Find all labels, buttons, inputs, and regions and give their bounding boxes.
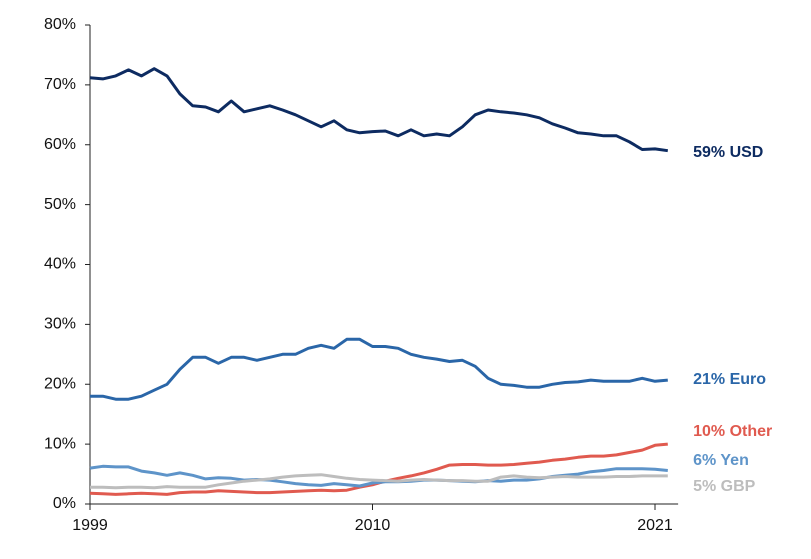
series-line	[90, 337, 668, 401]
y-tick-label: 40%	[44, 256, 76, 273]
y-tick-label: 10%	[44, 435, 76, 452]
series-label: 59% USD	[693, 144, 763, 161]
y-tick-label: 30%	[44, 316, 76, 333]
y-tick-label: 50%	[44, 196, 76, 213]
x-tick-label: 2021	[637, 517, 673, 534]
x-tick-label: 1999	[72, 517, 108, 534]
series-label: 10% Other	[693, 423, 772, 440]
y-tick-label: 20%	[44, 375, 76, 392]
series-label: 5% GBP	[693, 478, 756, 495]
y-tick-label: 0%	[53, 495, 76, 512]
y-tick-label: 70%	[44, 76, 76, 93]
x-tick-label: 2010	[355, 517, 391, 534]
series-label: 6% Yen	[693, 452, 749, 469]
series-label: 21% Euro	[693, 371, 766, 388]
series-line	[89, 67, 669, 153]
series-line	[89, 464, 668, 488]
series-line	[90, 473, 668, 490]
y-tick-label: 60%	[44, 136, 76, 153]
y-tick-label: 80%	[44, 16, 76, 33]
